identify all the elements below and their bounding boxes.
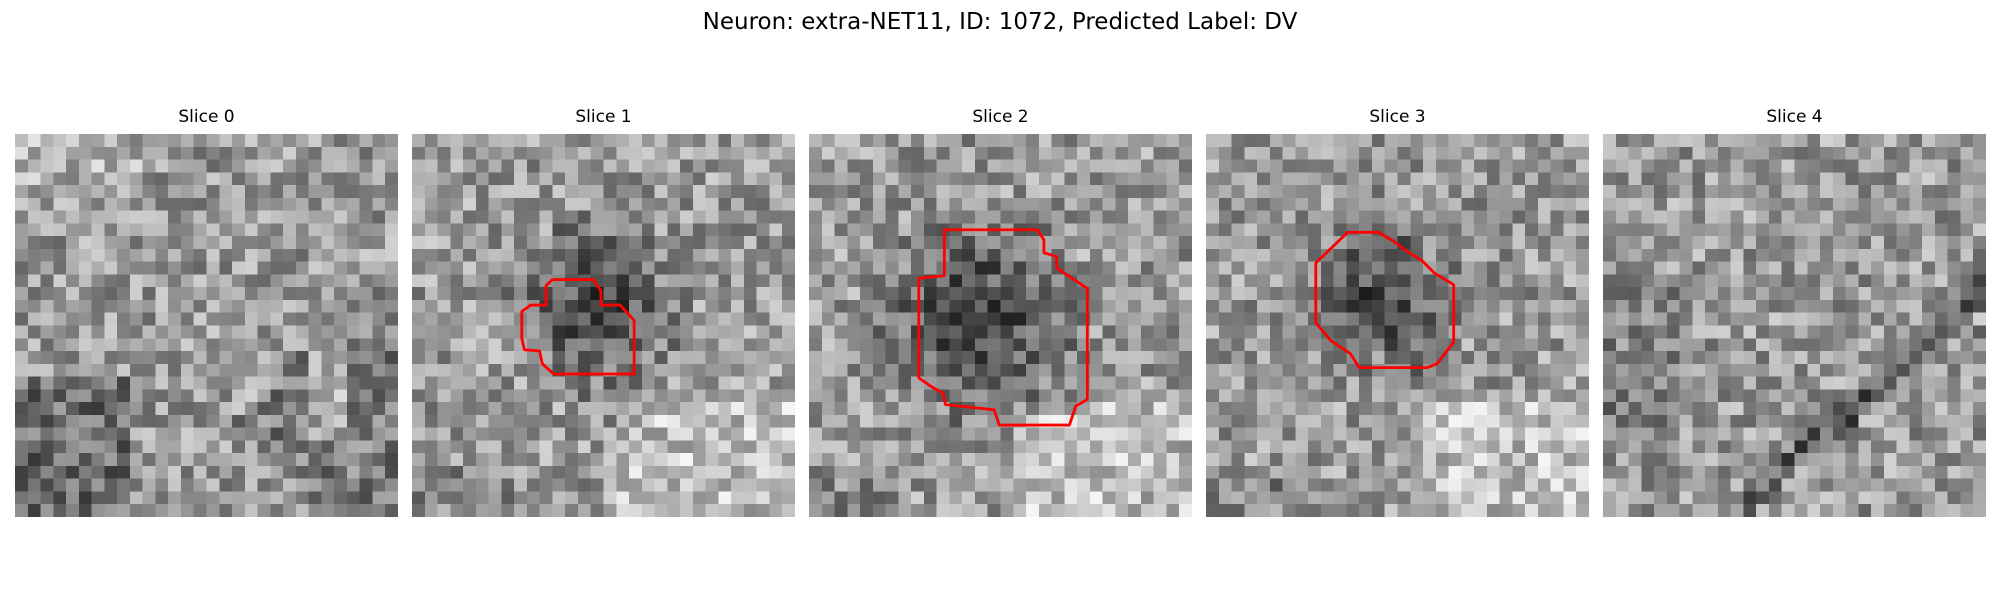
slice-title: Slice 3 xyxy=(1369,107,1426,127)
slice-title: Slice 4 xyxy=(1766,107,1823,127)
slice-title: Slice 0 xyxy=(178,107,235,127)
slice-image xyxy=(1603,134,1986,517)
segmentation-contour xyxy=(917,228,1089,427)
slice-image xyxy=(809,134,1192,517)
slice-image xyxy=(412,134,795,517)
slice-image xyxy=(15,134,398,517)
figure-title: Neuron: extra-NET11, ID: 1072, Predicted… xyxy=(702,9,1298,35)
slice-title: Slice 1 xyxy=(575,107,632,127)
segmentation-contour xyxy=(1314,230,1456,370)
segmentation-contour xyxy=(520,278,636,376)
slice-image xyxy=(1206,134,1589,517)
slice-title: Slice 2 xyxy=(972,107,1029,127)
